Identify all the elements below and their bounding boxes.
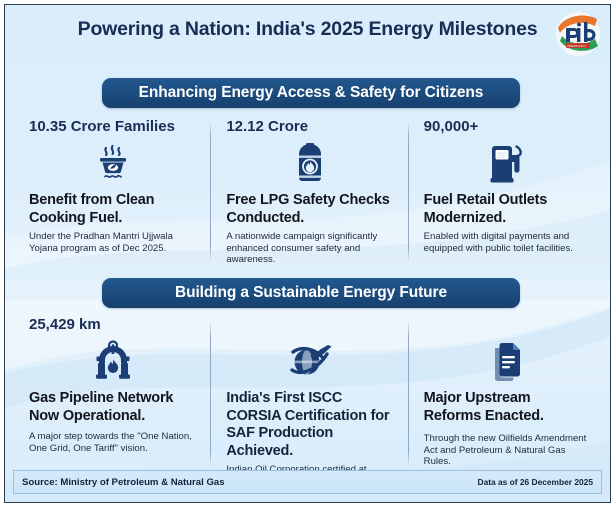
page-title: Powering a Nation: India's 2025 Energy M…: [77, 18, 538, 40]
card-sub: Enabled with digital payments and equipp…: [423, 231, 573, 254]
card-sub: Through the new Oilfields Amendment Act …: [423, 433, 587, 468]
section-band-energy-access: Enhancing Energy Access & Safety for Cit…: [102, 78, 520, 108]
section-band-sustainable-future: Building a Sustainable Energy Future: [102, 278, 520, 308]
card-sub: A nationwide campaign significantly enha…: [226, 231, 378, 266]
card-sub: Under the Pradhan Mantri Ujjwala Yojana …: [29, 231, 173, 254]
card-headline: Gas Pipeline Network Now Operational.: [29, 390, 174, 424]
clean-cooking-stove-icon: [29, 140, 196, 186]
stat-card-gas-pipeline: 25,429 km: [13, 316, 210, 474]
fuel-pump-icon: [424, 140, 591, 186]
stat-card-clean-cooking: 10.35 Crore Families: [13, 118, 210, 268]
stat-card-fuel-outlets: 90,000+ Fuel Ret: [407, 118, 605, 268]
card-headline: Fuel Retail Outlets Modernized.: [423, 192, 548, 226]
card-headline: Benefit from Clean Cooking Fuel.: [29, 192, 155, 226]
stat-value: 25,429 km: [29, 316, 101, 333]
stat-card-saf-certification: India's First ISCC CORSIA Certification …: [210, 316, 407, 487]
section-row-energy-access: 10.35 Crore Families: [13, 118, 605, 268]
stat-card-upstream-reforms: Major Upstream Reforms Enacted. Through …: [407, 316, 605, 474]
card-headline: Major Upstream Reforms Enacted.: [423, 390, 544, 424]
svg-text:PRESS INFO: PRESS INFO: [568, 44, 587, 48]
globe-aviation-icon: [226, 338, 393, 384]
card-headline: Free LPG Safety Checks Conducted.: [226, 192, 390, 226]
footer-data-as-of: Data as of 26 December 2025: [477, 477, 593, 487]
documents-icon: [424, 338, 591, 384]
stat-value: 90,000+: [423, 118, 479, 135]
card-headline: India's First ISCC CORSIA Certification …: [226, 390, 390, 459]
footer-source: Source: Ministry of Petroleum & Natural …: [22, 476, 225, 488]
gas-pipeline-icon: [29, 338, 196, 384]
lpg-cylinder-icon: [226, 140, 393, 186]
card-sub: A major step towards the "One Nation, On…: [29, 431, 192, 454]
pib-logo: PRESS INFO: [554, 11, 602, 57]
stat-value: 12.12 Crore: [226, 118, 309, 135]
stat-value: 10.35 Crore Families: [29, 118, 175, 135]
section-row-sustainable-future: 25,429 km: [13, 316, 605, 487]
footer-bar: Source: Ministry of Petroleum & Natural …: [13, 470, 602, 494]
stat-card-lpg-safety: 12.12 Crore Free LPG Safety Checks Condu…: [210, 118, 407, 268]
poster-canvas: PRESS INFO Powering a Nation: India's 20…: [4, 4, 611, 503]
